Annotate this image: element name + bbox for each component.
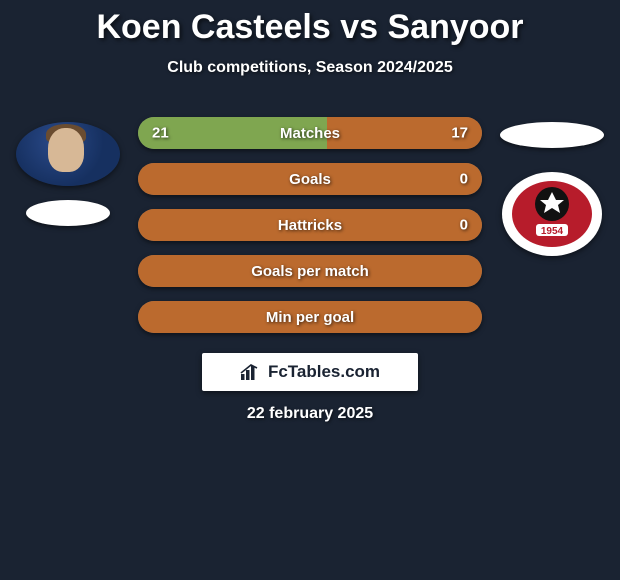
player2-avatar (500, 122, 604, 148)
player1-column (8, 122, 128, 226)
stat-label: Hattricks (278, 217, 342, 234)
comparison-area: 1954 Matches 21 17 Goals 0 Hattricks 0 Goals pe… (0, 117, 620, 423)
stat-row: Min per goal (138, 301, 482, 333)
stat-value-left: 21 (152, 125, 169, 142)
page-title: Koen Casteels vs Sanyoor (0, 8, 620, 47)
stat-value-right: 0 (460, 217, 468, 234)
infographic-container: Koen Casteels vs Sanyoor Club competitio… (0, 0, 620, 423)
stat-row: Goals per match (138, 255, 482, 287)
player2-column: 1954 (492, 122, 612, 256)
subtitle: Club competitions, Season 2024/2025 (0, 59, 620, 77)
player2-club-badge: 1954 (502, 172, 602, 256)
brand-badge: FcTables.com (202, 353, 418, 391)
player1-club-badge (26, 200, 110, 226)
stat-value-right: 17 (451, 125, 468, 142)
brand-text: FcTables.com (268, 362, 380, 382)
stat-row: Goals 0 (138, 163, 482, 195)
stat-label: Matches (280, 125, 340, 142)
date-label: 22 february 2025 (0, 405, 620, 423)
club-crest-icon: 1954 (502, 172, 602, 256)
stat-label: Min per goal (266, 309, 354, 326)
svg-text:1954: 1954 (541, 226, 564, 237)
stat-row: Hattricks 0 (138, 209, 482, 241)
stat-value-right: 0 (460, 171, 468, 188)
stat-label: Goals per match (251, 263, 369, 280)
stat-label: Goals (289, 171, 331, 188)
stat-row: Matches 21 17 (138, 117, 482, 149)
chart-icon (240, 363, 262, 381)
player1-avatar (16, 122, 120, 186)
stats-list: Matches 21 17 Goals 0 Hattricks 0 Goals per mat… (138, 117, 482, 333)
